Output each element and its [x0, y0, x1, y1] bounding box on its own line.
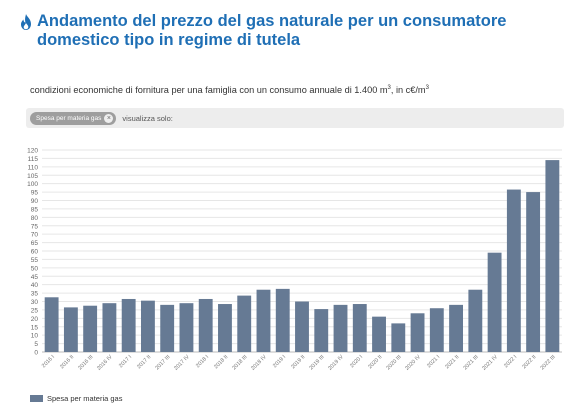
bar — [468, 289, 483, 352]
y-tick-label: 5 — [34, 341, 38, 348]
y-tick-label: 15 — [31, 324, 39, 331]
x-tick-label: 2020 IV — [404, 354, 422, 372]
y-tick-label: 95 — [31, 190, 39, 197]
x-tick-label: 2021 II — [444, 354, 460, 370]
x-tick-label: 2016 II — [59, 354, 75, 370]
x-tick-label: 2018 IV — [250, 354, 268, 372]
y-tick-label: 55 — [31, 257, 39, 264]
bar — [102, 303, 117, 352]
x-tick-label: 2016 I — [41, 354, 56, 369]
y-tick-label: 100 — [27, 181, 38, 188]
x-tick-label: 2017 III — [154, 354, 172, 372]
chart-legend[interactable]: Spesa per materia gas — [30, 394, 122, 403]
x-tick-label: 2016 IV — [96, 354, 114, 372]
bar — [314, 309, 329, 352]
series-filter-bar[interactable]: Spesa per materia gas × visualizza solo: — [26, 108, 564, 128]
y-tick-label: 35 — [31, 291, 39, 298]
title-row: Andamento del prezzo del gas naturale pe… — [20, 12, 565, 50]
y-tick-label: 60 — [31, 249, 39, 256]
x-tick-label: 2016 III — [77, 354, 95, 372]
x-tick-label: 2020 I — [349, 354, 364, 369]
y-tick-label: 110 — [28, 164, 39, 171]
bar — [121, 298, 136, 352]
y-tick-label: 90 — [31, 198, 39, 205]
bar — [44, 297, 59, 352]
y-tick-label: 25 — [31, 307, 39, 314]
x-tick-label: 2021 I — [426, 354, 441, 369]
bar — [256, 289, 271, 352]
bar — [160, 304, 175, 352]
bar — [140, 300, 155, 352]
x-tick-label: 2018 I — [195, 354, 210, 369]
x-tick-label: 2017 II — [136, 354, 152, 370]
x-tick-label: 2018 II — [213, 354, 229, 370]
x-tick-label: 2020 II — [367, 354, 383, 370]
y-tick-label: 120 — [27, 148, 38, 155]
subtitle-mid: , in c€/m — [390, 85, 426, 96]
bar — [391, 323, 406, 352]
filter-chip-spesa-materia-gas[interactable]: Spesa per materia gas × — [30, 111, 117, 125]
close-icon[interactable]: × — [104, 113, 114, 123]
subtitle-sup-2: 3 — [425, 85, 429, 91]
page-title: Andamento del prezzo del gas naturale pe… — [37, 12, 507, 49]
y-tick-label: 30 — [31, 299, 39, 306]
bar — [449, 304, 464, 352]
y-tick-label: 0 — [34, 350, 38, 357]
filter-chip-label: Spesa per materia gas — [36, 114, 102, 122]
x-tick-label: 2019 IV — [327, 354, 345, 372]
x-tick-label: 2019 III — [308, 354, 326, 372]
x-tick-label: 2017 I — [118, 354, 133, 369]
bar — [429, 308, 444, 352]
flame-icon — [21, 14, 31, 30]
bar — [372, 316, 386, 352]
x-tick-label: 2018 III — [231, 354, 249, 372]
bar — [198, 298, 213, 352]
bar — [237, 295, 252, 352]
y-tick-label: 115 — [28, 156, 39, 163]
bar — [410, 313, 425, 352]
y-tick-label: 80 — [31, 215, 39, 222]
y-tick-label: 40 — [31, 282, 39, 289]
y-tick-label: 50 — [31, 265, 39, 272]
x-tick-label: 2020 III — [385, 354, 403, 372]
bar — [526, 192, 541, 352]
x-tick-label: 2022 II — [521, 354, 537, 370]
legend-label: Spesa per materia gas — [47, 394, 123, 403]
bar — [333, 304, 348, 352]
x-tick-label: 2022 I — [503, 354, 518, 369]
x-tick-label: 2022 III — [540, 354, 558, 372]
bar — [83, 305, 98, 352]
x-tick-label: 2019 II — [290, 354, 306, 370]
x-tick-label: 2021 III — [463, 354, 481, 372]
chart-subtitle: condizioni economiche di fornitura per u… — [30, 85, 429, 95]
bar — [487, 252, 502, 352]
bar — [218, 304, 232, 352]
x-tick-label: 2017 IV — [173, 354, 191, 372]
bar — [63, 307, 78, 352]
y-tick-label: 70 — [31, 232, 39, 239]
x-tick-label: 2019 I — [272, 354, 287, 369]
filter-hint: visualizza solo: — [122, 113, 173, 123]
y-tick-label: 45 — [31, 274, 39, 281]
y-tick-label: 65 — [31, 240, 39, 247]
bar — [275, 288, 290, 352]
bar — [506, 189, 521, 352]
bar — [179, 303, 194, 352]
bar — [295, 301, 309, 352]
y-tick-label: 105 — [27, 173, 38, 180]
y-tick-label: 75 — [31, 223, 39, 230]
bar — [545, 160, 560, 352]
y-tick-label: 85 — [31, 206, 39, 213]
y-tick-label: 20 — [31, 316, 39, 323]
subtitle-sup-1: 3 — [387, 85, 391, 91]
subtitle-text: condizioni economiche di fornitura per u… — [30, 85, 388, 96]
legend-swatch — [30, 395, 43, 402]
x-tick-label: 2021 IV — [481, 354, 499, 372]
y-tick-label: 10 — [31, 333, 39, 340]
bar — [352, 304, 367, 352]
